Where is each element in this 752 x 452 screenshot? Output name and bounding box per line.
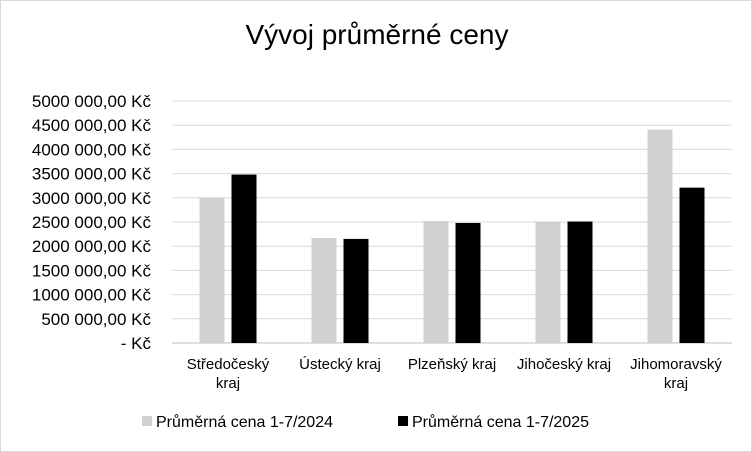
y-tick-label: 4500 000,00 Kč (32, 116, 152, 135)
y-tick-label: 2500 000,00 Kč (32, 213, 152, 232)
legend: Průměrná cena 1-7/2024 Průměrná cena 1-7/… (142, 413, 589, 431)
chart-title: Vývoj průměrné ceny (245, 19, 508, 50)
x-category-label: Plzeňský kraj (408, 356, 496, 373)
gridlines (172, 100, 732, 344)
x-category-label: kraj (216, 375, 240, 392)
x-category-label: Středočeský (187, 356, 270, 373)
y-tick-label: 3000 000,00 Kč (32, 189, 152, 208)
bar-2025-0 (231, 174, 257, 343)
y-tick-label: 1000 000,00 Kč (32, 286, 152, 305)
y-tick-label: 5000 000,00 Kč (32, 92, 152, 111)
bars (199, 129, 705, 343)
y-tick-label: 4000 000,00 Kč (32, 140, 152, 159)
y-tick-label: 1500 000,00 Kč (32, 261, 152, 280)
y-tick-label: 500 000,00 Kč (41, 310, 151, 329)
bar-2025-1 (343, 238, 369, 343)
y-axis-tick-labels: - Kč 500 000,00 Kč 1000 000,00 Kč 1500 000,… (32, 92, 152, 353)
legend-swatch (398, 416, 408, 426)
legend-label: Průměrná cena 1-7/2025 (412, 413, 589, 431)
bar-2025-3 (567, 221, 593, 343)
bar-2025-2 (455, 222, 481, 343)
legend-label: Průměrná cena 1-7/2024 (156, 413, 333, 431)
bar-2025-4 (679, 187, 705, 343)
x-category-label: Jihočeský kraj (517, 356, 611, 373)
x-category-label: Ústecký kraj (299, 356, 381, 373)
bar-2024-2 (423, 221, 449, 343)
bar-2024-4 (647, 129, 673, 343)
bar-2024-0 (199, 197, 225, 343)
x-axis-category-labels: Středočeský kraj Ústecký kraj Plzeňský kraj… (187, 356, 723, 392)
x-category-label: Jihomoravský (630, 356, 722, 373)
y-tick-label: - Kč (121, 334, 152, 353)
bar-2024-3 (535, 221, 561, 343)
x-category-label: kraj (664, 375, 688, 392)
y-tick-label: 2000 000,00 Kč (32, 237, 152, 256)
legend-swatch (142, 416, 152, 426)
y-tick-label: 3500 000,00 Kč (32, 165, 152, 184)
bar-2024-1 (311, 237, 337, 343)
